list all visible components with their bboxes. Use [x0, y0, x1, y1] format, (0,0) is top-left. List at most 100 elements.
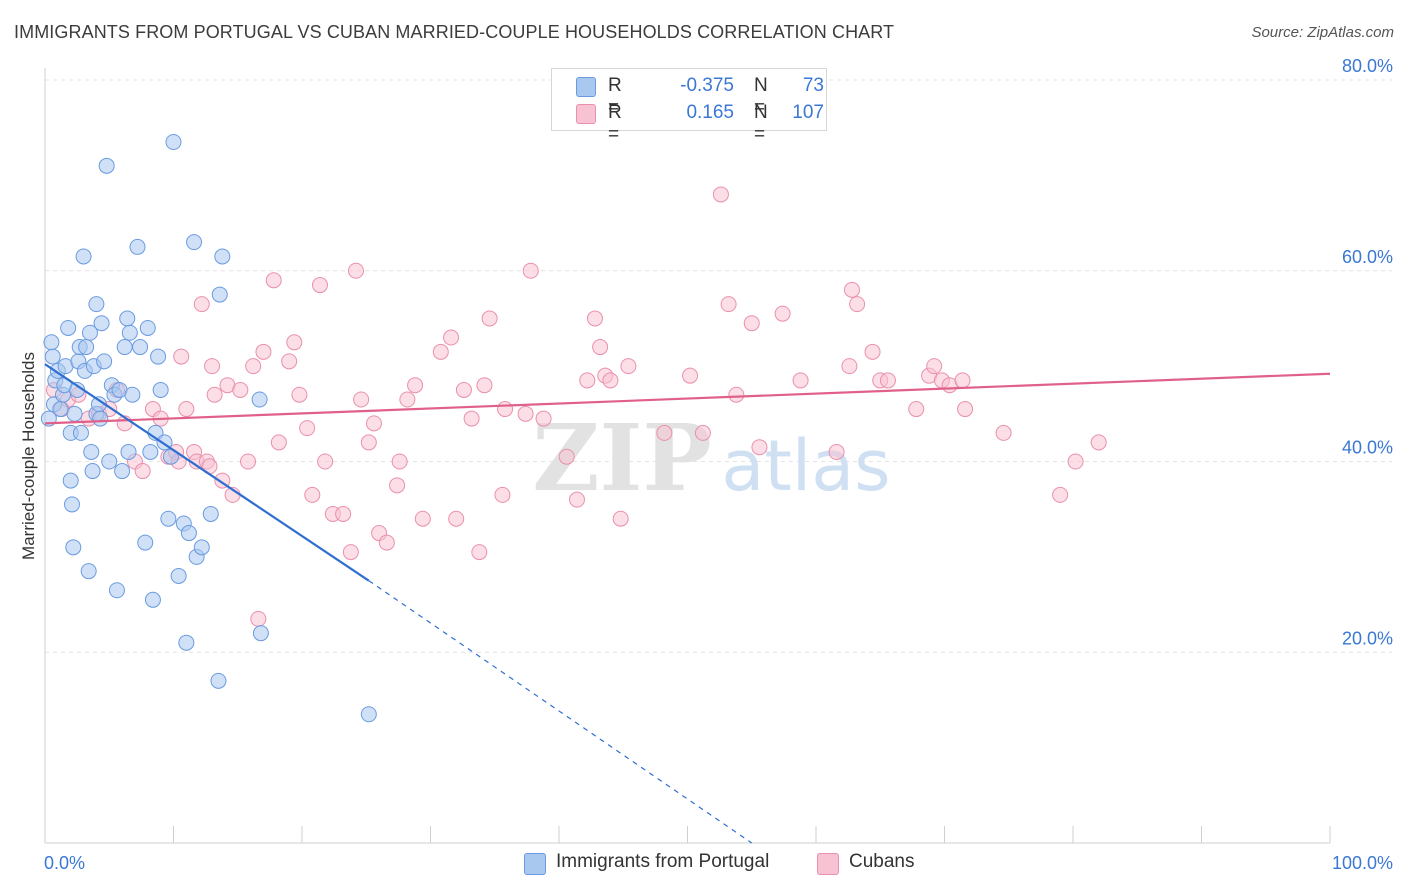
portugal-points	[40, 133, 377, 723]
portugal-point	[160, 510, 177, 527]
legend-swatch-portugal	[576, 77, 596, 97]
cubans-point	[568, 491, 585, 508]
y-tick-label: 20.0%	[1342, 628, 1393, 648]
cubans-point	[908, 401, 925, 418]
cubans-point	[843, 281, 860, 298]
portugal-point	[139, 319, 156, 336]
cubans-point	[751, 439, 768, 456]
cubans-point	[304, 486, 321, 503]
cubans-point	[245, 358, 262, 375]
portugal-point	[129, 238, 146, 255]
legend-n-value: 107	[792, 102, 824, 123]
cubans-point	[620, 358, 637, 375]
cubans-point	[255, 343, 272, 360]
cubans-point	[335, 505, 352, 522]
cubans-point	[497, 401, 514, 418]
cubans-point	[391, 453, 408, 470]
portugal-point	[124, 386, 141, 403]
cubans-point	[828, 443, 845, 460]
portugal-point	[83, 443, 100, 460]
cubans-point	[270, 434, 287, 451]
portugal-point	[202, 505, 219, 522]
cubans-point	[586, 310, 603, 327]
cubans-point	[476, 377, 493, 394]
cubans-point	[443, 329, 460, 346]
grid	[45, 79, 1392, 653]
legend-swatch-cubans	[576, 104, 596, 124]
cubans-point	[286, 334, 303, 351]
portugal-point	[65, 539, 82, 556]
cubans-point	[311, 277, 328, 294]
portugal-point	[165, 133, 182, 150]
portugal-point	[92, 410, 109, 427]
cubans-point	[407, 377, 424, 394]
cubans-points	[45, 186, 1107, 627]
watermark: ZIP atlas	[532, 404, 890, 512]
legend-r-value: 0.165	[686, 102, 734, 123]
cubans-point	[579, 372, 596, 389]
portugal-point	[178, 634, 195, 651]
portugal-point	[96, 353, 113, 370]
cubans-point	[926, 358, 943, 375]
cubans-point	[193, 296, 210, 313]
cubans-point	[864, 343, 881, 360]
portugal-point	[43, 334, 60, 351]
legend-label-portugal: Immigrants from Portugal	[556, 851, 770, 872]
cubans-point	[957, 401, 974, 418]
cubans-point	[347, 262, 364, 279]
cubans-point	[522, 262, 539, 279]
legend-n-label: N =	[754, 102, 768, 145]
stats-legend: R = -0.375 N = 73 R = 0.165 N = 107	[551, 68, 827, 145]
portugal-point	[101, 453, 118, 470]
cubans-point	[414, 510, 431, 527]
cubans-point	[1052, 486, 1069, 503]
axis-labels: 20.0% 40.0% 60.0% 80.0% 0.0% 100.0%	[44, 56, 1393, 873]
cubans-point	[954, 372, 971, 389]
cubans-point	[841, 358, 858, 375]
legend-swatch-cubans	[817, 853, 839, 875]
portugal-point	[93, 315, 110, 332]
portugal-point	[144, 591, 161, 608]
portugal-trend-extension	[368, 580, 753, 844]
portugal-point	[114, 463, 131, 480]
cubans-point	[250, 610, 267, 627]
cubans-point	[134, 463, 151, 480]
axes	[44, 68, 1331, 844]
portugal-point	[88, 296, 105, 313]
portugal-point	[80, 563, 97, 580]
portugal-point	[119, 310, 136, 327]
cubans-point	[360, 434, 377, 451]
cubans-point	[494, 486, 511, 503]
cubans-point	[455, 381, 472, 398]
cubans-point	[712, 186, 729, 203]
cubans-point	[694, 424, 711, 441]
portugal-point	[78, 339, 95, 356]
legend-n-label: N =	[754, 75, 768, 118]
legend-n-value: 73	[802, 75, 824, 96]
cubans-point	[432, 343, 449, 360]
portugal-point	[360, 706, 377, 723]
chart-title: IMMIGRANTS FROM PORTUGAL VS CUBAN MARRIE…	[14, 22, 895, 42]
cubans-point	[849, 296, 866, 313]
portugal-point	[137, 534, 154, 551]
portugal-point	[62, 472, 79, 489]
legend-swatch-portugal	[524, 853, 546, 875]
cubans-point	[592, 339, 609, 356]
cubans-point	[720, 296, 737, 313]
cubans-point	[178, 401, 195, 418]
portugal-point	[72, 424, 89, 441]
cubans-point	[317, 453, 334, 470]
watermark-atlas: atlas	[721, 425, 890, 507]
legend-r-value: -0.375	[680, 75, 734, 96]
cubans-point	[291, 386, 308, 403]
cubans-point	[232, 381, 249, 398]
legend-r-label: R =	[608, 75, 622, 118]
trend-lines	[44, 363, 1331, 844]
portugal-point	[251, 391, 268, 408]
cubans-point	[378, 534, 395, 551]
cubans-point	[792, 372, 809, 389]
portugal-point	[214, 248, 231, 265]
legend-r-label: R =	[608, 102, 622, 145]
portugal-point	[210, 672, 227, 689]
